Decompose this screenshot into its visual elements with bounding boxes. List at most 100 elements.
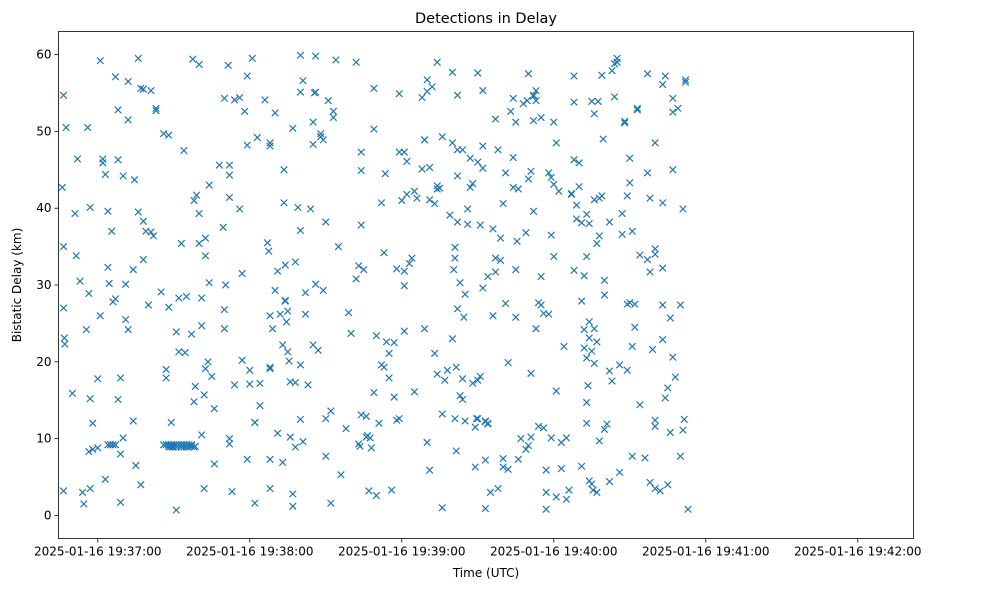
- data-point-marker: [278, 458, 287, 467]
- data-point-marker: [129, 265, 137, 274]
- data-point-marker: [598, 71, 606, 80]
- data-point-marker: [370, 388, 378, 397]
- data-point-marker: [220, 305, 229, 314]
- data-point-marker: [580, 325, 588, 334]
- data-point-marker: [99, 159, 107, 167]
- data-point-marker: [82, 325, 91, 334]
- data-point-marker: [532, 325, 540, 333]
- data-point-marker: [514, 185, 523, 193]
- data-point-marker: [266, 484, 274, 493]
- data-point-marker: [273, 267, 282, 275]
- data-point-marker: [570, 156, 578, 164]
- data-point-marker: [418, 165, 426, 173]
- data-point-marker: [452, 447, 460, 455]
- data-point-marker: [494, 484, 502, 493]
- y-axis-label: Bistatic Delay (km): [10, 228, 24, 343]
- data-point-marker: [362, 412, 371, 421]
- data-point-marker: [623, 192, 631, 200]
- data-point-marker: [599, 135, 607, 143]
- data-point-marker: [506, 107, 515, 116]
- data-point-marker: [296, 51, 305, 60]
- data-point-marker: [334, 242, 343, 251]
- data-point-marker: [243, 72, 251, 80]
- data-point-marker: [377, 199, 386, 207]
- data-point-marker: [85, 289, 93, 298]
- data-point-marker: [501, 299, 510, 308]
- data-point-marker: [400, 282, 409, 290]
- data-point-marker: [278, 341, 287, 349]
- data-point-marker: [646, 194, 654, 202]
- data-point-marker: [296, 361, 305, 369]
- data-point-marker: [458, 146, 467, 154]
- data-point-marker: [476, 372, 485, 381]
- data-point-marker: [104, 207, 112, 215]
- data-point-marker: [474, 158, 482, 166]
- data-point-marker: [266, 139, 274, 147]
- data-point-marker: [204, 358, 212, 366]
- data-point-marker: [235, 205, 244, 213]
- data-point-marker: [59, 91, 68, 99]
- data-point-marker: [61, 340, 69, 348]
- data-point-marker: [347, 329, 355, 338]
- data-point-marker: [664, 384, 672, 392]
- data-point-marker: [72, 252, 80, 260]
- data-point-marker: [537, 301, 545, 309]
- data-point-marker: [311, 88, 320, 96]
- data-point-marker: [631, 323, 639, 331]
- data-point-marker: [382, 338, 391, 346]
- data-point-marker: [646, 268, 654, 276]
- data-point-marker: [643, 169, 652, 177]
- y-tick-label: 30: [36, 278, 51, 292]
- data-point-marker: [661, 72, 669, 80]
- data-point-marker: [301, 310, 310, 318]
- data-point-marker: [319, 136, 327, 144]
- data-point-marker: [438, 133, 447, 141]
- data-point-marker: [96, 56, 105, 65]
- data-point-marker: [565, 486, 573, 494]
- data-point-marker: [266, 363, 274, 371]
- data-point-marker: [197, 294, 206, 302]
- data-point-marker: [527, 433, 535, 441]
- data-point-marker: [192, 191, 201, 199]
- data-point-marker: [451, 243, 459, 252]
- data-point-marker: [648, 345, 657, 354]
- x-tick-label: 2025-01-16 19:37:00: [34, 545, 161, 559]
- data-point-marker: [636, 401, 644, 409]
- data-point-marker: [570, 266, 578, 275]
- x-tick-label: 2025-01-16 19:40:00: [490, 545, 617, 559]
- data-point-marker: [392, 265, 401, 273]
- data-point-marker: [86, 484, 94, 493]
- data-point-marker: [676, 452, 685, 461]
- data-point-marker: [479, 164, 487, 172]
- data-point-marker: [167, 418, 175, 427]
- data-point-marker: [542, 488, 550, 497]
- data-point-marker: [658, 264, 667, 272]
- data-point-marker: [626, 298, 634, 307]
- data-point-marker: [575, 182, 583, 191]
- data-point-marker: [367, 444, 376, 452]
- data-point-marker: [664, 481, 672, 489]
- data-point-marker: [322, 218, 330, 226]
- data-point-marker: [608, 66, 616, 75]
- data-point-marker: [114, 156, 122, 164]
- data-point-marker: [458, 395, 467, 404]
- data-point-marker: [101, 475, 110, 484]
- data-point-marker: [62, 123, 70, 132]
- data-point-marker: [309, 140, 317, 149]
- data-point-marker: [550, 180, 558, 189]
- data-point-marker: [413, 194, 421, 202]
- data-point-marker: [59, 487, 68, 495]
- data-point-marker: [197, 321, 206, 330]
- data-point-marker: [527, 369, 535, 378]
- data-point-marker: [557, 464, 566, 473]
- data-point-marker: [524, 70, 533, 78]
- data-point-marker: [463, 220, 472, 229]
- y-axis-ticks: 0 10 20 30 40 50 60: [36, 48, 59, 522]
- data-point-marker: [451, 254, 459, 262]
- data-point-marker: [405, 259, 414, 268]
- data-point-marker: [205, 278, 213, 287]
- data-point-marker: [243, 141, 251, 149]
- data-point-marker: [357, 221, 365, 229]
- data-point-marker: [221, 281, 230, 289]
- data-point-marker: [139, 255, 148, 264]
